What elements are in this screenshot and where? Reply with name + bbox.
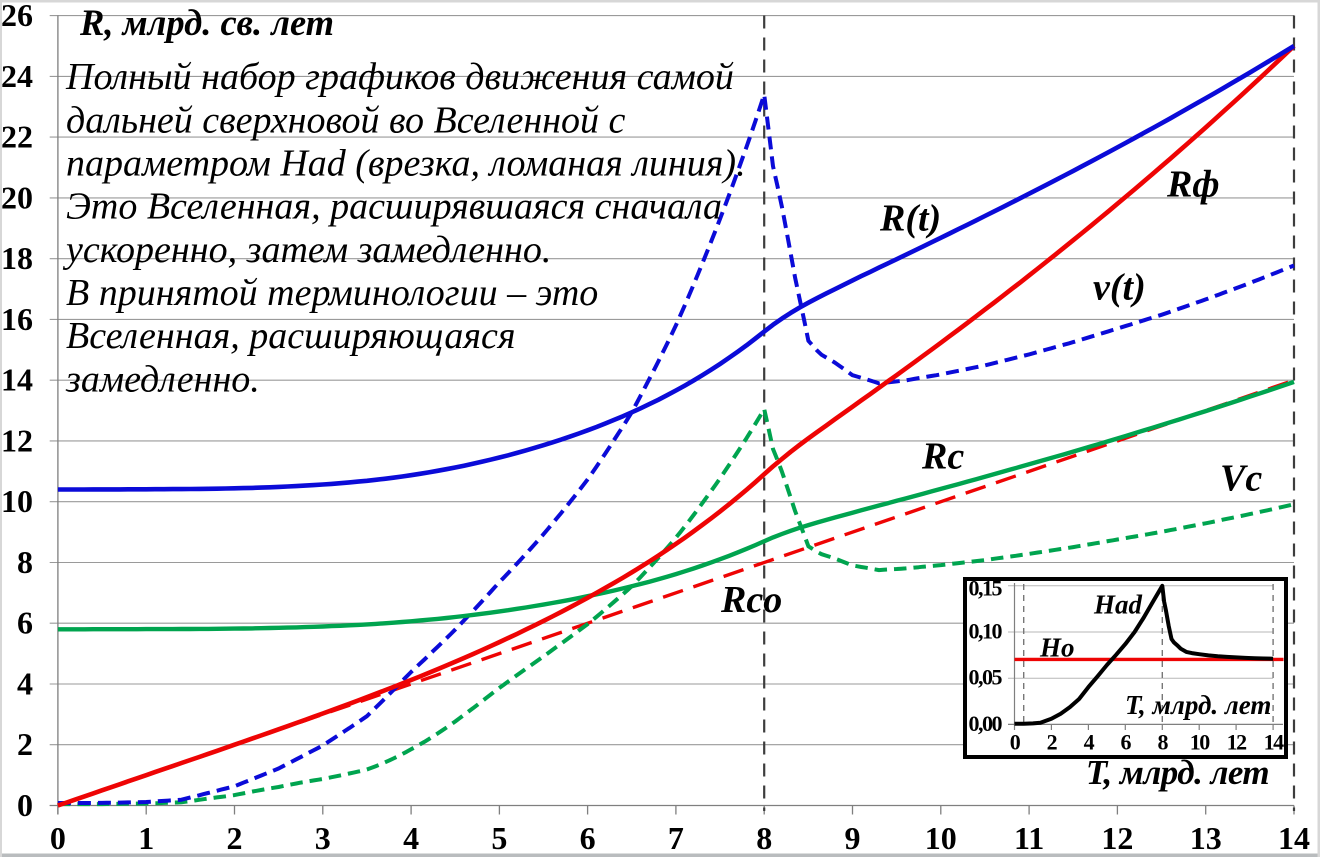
svg-text:2: 2 bbox=[1047, 730, 1058, 755]
svg-text:24: 24 bbox=[1, 58, 33, 94]
svg-text:Rco: Rco bbox=[720, 579, 782, 621]
svg-text:Vc: Vc bbox=[1220, 458, 1262, 500]
svg-text:Rф: Rф bbox=[1166, 163, 1220, 205]
svg-text:2: 2 bbox=[227, 820, 243, 856]
svg-text:4: 4 bbox=[403, 820, 419, 856]
svg-text:8: 8 bbox=[756, 820, 772, 856]
svg-text:v(t): v(t) bbox=[1093, 267, 1146, 309]
svg-text:0,10: 0,10 bbox=[969, 619, 1003, 644]
svg-text:8: 8 bbox=[1158, 730, 1169, 755]
svg-text:Полный набор графиков движения: Полный набор графиков движения самой bbox=[65, 56, 734, 98]
svg-text:26: 26 bbox=[1, 0, 33, 33]
svg-text:18: 18 bbox=[1, 240, 33, 276]
svg-text:12: 12 bbox=[1101, 820, 1133, 856]
svg-text:замедленно.: замедленно. bbox=[65, 358, 260, 400]
svg-text:2: 2 bbox=[17, 726, 33, 762]
svg-text:10: 10 bbox=[1, 483, 33, 519]
svg-text:Ho: Ho bbox=[1039, 633, 1075, 663]
svg-text:Вселенная, расширяющаяся: Вселенная, расширяющаяся bbox=[66, 315, 516, 357]
svg-text:параметром Had (врезка, ломана: параметром Had (врезка, ломаная линия). bbox=[66, 143, 746, 185]
svg-text:6: 6 bbox=[1121, 730, 1132, 755]
svg-text:Rc: Rc bbox=[921, 436, 964, 478]
svg-text:0,00: 0,00 bbox=[969, 711, 1003, 736]
svg-text:6: 6 bbox=[580, 820, 596, 856]
svg-text:R(t): R(t) bbox=[879, 198, 941, 240]
svg-text:10: 10 bbox=[925, 820, 957, 856]
svg-text:R, млрд. св. лет: R, млрд. св. лет bbox=[79, 2, 334, 43]
svg-text:T, млрд. лет: T, млрд. лет bbox=[1086, 753, 1269, 792]
svg-text:0: 0 bbox=[17, 787, 33, 823]
svg-text:12: 12 bbox=[1, 422, 33, 458]
svg-text:0,15: 0,15 bbox=[969, 575, 1003, 600]
svg-text:12: 12 bbox=[1227, 730, 1248, 755]
svg-text:14: 14 bbox=[1, 362, 33, 398]
svg-text:4: 4 bbox=[17, 666, 33, 702]
svg-text:5: 5 bbox=[491, 820, 507, 856]
svg-text:16: 16 bbox=[1, 301, 33, 337]
svg-text:0,05: 0,05 bbox=[969, 665, 1003, 690]
svg-text:10: 10 bbox=[1190, 730, 1211, 755]
svg-text:1: 1 bbox=[138, 820, 154, 856]
svg-text:3: 3 bbox=[315, 820, 331, 856]
svg-text:Это Вселенная, расширявшаяся с: Это Вселенная, расширявшаяся сначала bbox=[66, 186, 722, 228]
svg-text:13: 13 bbox=[1190, 820, 1222, 856]
svg-text:9: 9 bbox=[845, 820, 861, 856]
svg-text:Had: Had bbox=[1093, 590, 1143, 620]
svg-text:В принятой терминологии – это: В принятой терминологии – это bbox=[66, 272, 598, 314]
svg-text:14: 14 bbox=[1264, 730, 1285, 755]
svg-text:11: 11 bbox=[1014, 820, 1044, 856]
svg-text:4: 4 bbox=[1084, 730, 1095, 755]
svg-text:T, млрд. лет: T, млрд. лет bbox=[1125, 690, 1271, 720]
svg-text:20: 20 bbox=[1, 179, 33, 215]
svg-text:22: 22 bbox=[1, 119, 33, 155]
svg-text:дальней сверхновой во Вселенно: дальней сверхновой во Вселенной с bbox=[66, 99, 626, 141]
svg-text:0: 0 bbox=[1010, 730, 1021, 755]
svg-text:7: 7 bbox=[668, 820, 684, 856]
svg-text:14: 14 bbox=[1278, 820, 1310, 856]
svg-text:0: 0 bbox=[50, 820, 66, 856]
svg-text:6: 6 bbox=[17, 605, 33, 641]
svg-text:ускоренно, затем замедленно.: ускоренно, затем замедленно. bbox=[62, 229, 551, 271]
svg-text:8: 8 bbox=[17, 544, 33, 580]
